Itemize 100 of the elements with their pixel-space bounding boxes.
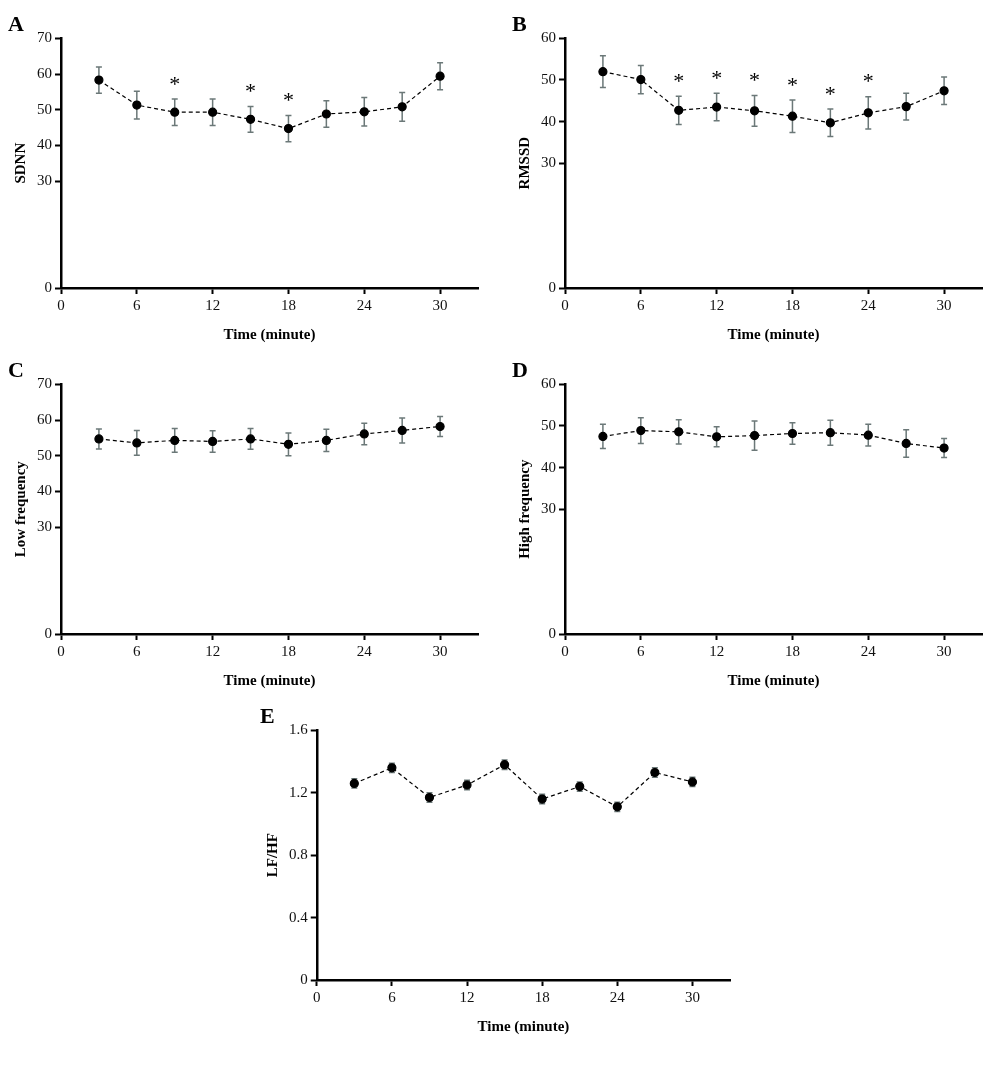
point [435,421,445,432]
point [321,109,331,119]
x-tick-label: 12 [205,296,221,313]
y-tick-label: 0 [548,278,556,295]
x-tick-label: 18 [784,642,800,659]
chart-title: D [512,356,528,382]
y-tick-label: 40 [541,458,556,475]
point [674,427,684,437]
y-tick-label: 50 [541,416,556,433]
y-tick-label: 70 [37,375,52,392]
point [170,107,180,117]
y-tick-label: 0 [44,278,52,295]
y-axis-title: High frequency [515,459,532,559]
annotation: * [749,67,761,93]
x-axis-title: Time (minute) [223,671,316,689]
x-tick-label: 24 [860,296,877,313]
y-axis-title: RMSSD [515,136,532,190]
y-tick-label: 60 [541,375,556,392]
x-tick-label: 30 [684,988,700,1005]
point [787,428,798,439]
point [132,100,142,110]
y-axis-title: Low frequency [11,460,28,558]
chart-title: C [8,356,24,382]
x-tick-label: 12 [459,988,475,1005]
annotation: * [824,80,836,106]
x-axis-title: Time (minute) [727,671,820,689]
y-tick-label: 40 [541,112,556,129]
chart-title: A [8,10,24,36]
annotation: * [169,70,181,96]
y-tick-label: 60 [37,410,52,427]
y-tick-label: 70 [37,29,52,46]
y-tick-label: 0 [300,970,308,987]
annotation: * [245,78,257,104]
chart-title: B [512,10,527,36]
y-axis-title: SDNN [11,142,28,184]
point [245,434,256,444]
y-tick-label: 60 [541,29,556,46]
point [636,425,646,436]
x-tick-label: 0 [313,988,321,1005]
point [636,74,646,85]
x-tick-label: 6 [133,642,142,659]
point [397,425,407,435]
point [283,124,294,134]
y-tick-label: 0 [44,624,52,641]
y-tick-label: 30 [37,171,52,188]
x-tick-label: 6 [388,988,397,1005]
point [94,75,104,85]
y-tick-label: 30 [37,517,52,534]
x-tick-label: 12 [709,296,725,313]
point [901,438,911,449]
x-tick-label: 30 [432,642,448,659]
point [939,86,949,96]
x-tick-label: 0 [561,296,569,313]
y-axis-title: LF/HF [263,833,280,878]
x-tick-label: 0 [57,296,65,313]
annotation: * [786,71,798,97]
annotation: * [711,65,723,91]
point [94,434,104,444]
y-tick-label: 50 [541,70,556,87]
x-tick-label: 24 [356,642,373,659]
x-tick-label: 18 [280,296,296,313]
point [749,430,760,441]
x-tick-label: 30 [432,296,448,313]
y-tick-label: 1.2 [289,783,308,800]
point [825,428,835,438]
y-tick-label: 30 [541,500,556,517]
y-tick-label: 1.6 [289,721,309,738]
x-tick-label: 6 [637,642,646,659]
x-tick-label: 18 [534,988,550,1005]
point [435,71,445,81]
point [939,443,949,453]
y-tick-label: 30 [541,154,556,171]
point [359,429,369,439]
point [208,107,218,117]
point [245,114,256,124]
point [598,431,608,441]
x-tick-label: 12 [205,642,221,659]
point [208,436,218,447]
point [283,439,294,449]
x-axis-title: Time (minute) [223,325,316,343]
x-tick-label: 24 [356,296,373,313]
x-axis-title: Time (minute) [477,1017,570,1035]
x-tick-label: 6 [133,296,142,313]
point [749,106,760,116]
annotation: * [673,68,685,94]
y-tick-label: 60 [37,64,52,81]
point [321,435,331,445]
x-tick-label: 0 [57,642,65,659]
point [397,102,407,112]
y-tick-label: 0 [548,624,556,641]
x-tick-label: 18 [280,642,296,659]
chart-title: E [260,702,275,728]
point [863,430,873,440]
point [712,102,722,112]
point [598,67,608,77]
point [787,111,798,121]
y-tick-label: 50 [37,446,52,463]
annotation: * [862,68,874,94]
point [901,102,911,112]
x-axis-title: Time (minute) [727,325,820,343]
